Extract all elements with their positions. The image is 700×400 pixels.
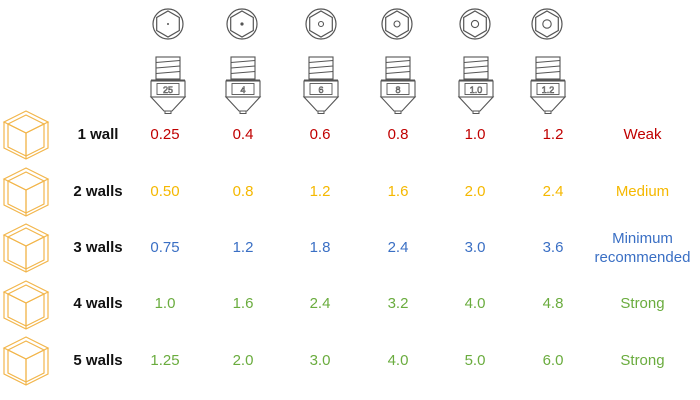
row-label: 1 wall	[77, 126, 119, 143]
thickness-cell: 2.0	[464, 183, 486, 200]
nozzle-side-view-icon: 25	[149, 56, 187, 114]
strength-label: Strong	[620, 295, 665, 312]
thickness-cell: 1.2	[232, 239, 254, 256]
nozzle-size-label: 1.0	[470, 85, 483, 95]
nozzle-size-label: 8	[395, 85, 400, 95]
strength-label: Minimum recommended	[585, 229, 700, 267]
strength-label-line: recommended	[594, 249, 691, 266]
thickness-cell: 1.2	[542, 126, 564, 143]
strength-label: Weak	[623, 126, 662, 143]
thickness-cell: 1.6	[387, 183, 409, 200]
row-label: 5 walls	[73, 352, 123, 369]
thickness-cell: 0.25	[150, 126, 180, 143]
thickness-cell: 0.4	[232, 126, 254, 143]
nozzle-top-view-icon	[226, 8, 258, 40]
thickness-cell: 1.6	[232, 295, 254, 312]
thickness-cell: 4.0	[387, 352, 409, 369]
thickness-cell: 2.0	[232, 352, 254, 369]
nozzle-top-view-icon	[305, 8, 337, 40]
thickness-cell: 0.75	[150, 239, 180, 256]
thickness-cell: 1.8	[309, 239, 331, 256]
thickness-cell: 2.4	[387, 239, 409, 256]
nozzle-top-view-icon	[381, 8, 413, 40]
nozzle-side-view-icon: 6	[302, 56, 340, 114]
thickness-cell: 0.8	[232, 183, 254, 200]
row-label: 3 walls	[73, 239, 123, 256]
wall-cube-icon	[2, 336, 50, 386]
strength-label: Medium	[615, 183, 670, 200]
thickness-cell: 4.8	[542, 295, 564, 312]
thickness-cell: 2.4	[309, 295, 331, 312]
thickness-cell: 2.4	[542, 183, 564, 200]
thickness-cell: 0.50	[150, 183, 180, 200]
row-label: 4 walls	[73, 295, 123, 312]
nozzle-top-view-icon	[152, 8, 184, 40]
thickness-cell: 6.0	[542, 352, 564, 369]
nozzle-top-view-icon	[531, 8, 563, 40]
row-label: 2 walls	[73, 183, 123, 200]
nozzle-side-view-icon: 8	[379, 56, 417, 114]
thickness-cell: 1.25	[150, 352, 180, 369]
thickness-cell: 4.0	[464, 295, 486, 312]
nozzle-side-view-icon: 1.0	[457, 56, 495, 114]
nozzle-size-label: 25	[163, 85, 173, 95]
strength-label-line: Minimum	[612, 230, 673, 247]
nozzle-size-label: 6	[318, 85, 323, 95]
thickness-cell: 1.0	[154, 295, 176, 312]
thickness-cell: 0.8	[387, 126, 409, 143]
thickness-cell: 3.0	[464, 239, 486, 256]
wall-cube-icon	[2, 223, 50, 273]
thickness-cell: 5.0	[464, 352, 486, 369]
thickness-cell: 3.0	[309, 352, 331, 369]
nozzle-side-view-icon: 1.2	[529, 56, 567, 114]
nozzle-side-view-icon: 4	[224, 56, 262, 114]
thickness-cell: 1.2	[309, 183, 331, 200]
strength-label: Strong	[620, 352, 665, 369]
thickness-cell: 3.6	[542, 239, 564, 256]
thickness-cell: 3.2	[387, 295, 409, 312]
wall-cube-icon	[2, 167, 50, 217]
wall-cube-icon	[2, 280, 50, 330]
nozzle-size-label: 1.2	[542, 85, 555, 95]
thickness-cell: 0.6	[309, 126, 331, 143]
wall-cube-icon	[2, 110, 50, 160]
thickness-cell: 1.0	[464, 126, 486, 143]
nozzle-size-label: 4	[240, 85, 245, 95]
nozzle-top-view-icon	[459, 8, 491, 40]
